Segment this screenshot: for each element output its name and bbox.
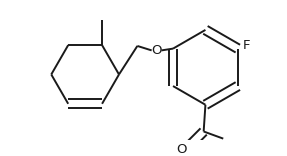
Text: O: O bbox=[176, 143, 187, 156]
Text: F: F bbox=[243, 39, 251, 52]
Text: O: O bbox=[152, 44, 162, 57]
